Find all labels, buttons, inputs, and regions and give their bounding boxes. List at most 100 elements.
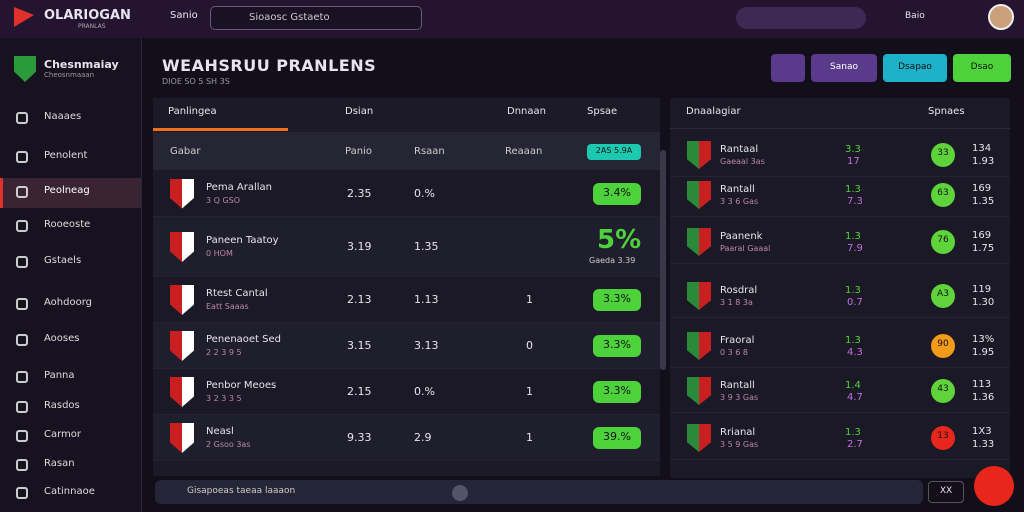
footer-search[interactable]: Gisapoeas taeaa laaaon <box>155 480 923 504</box>
side-row[interactable] <box>670 324 1010 368</box>
action-button[interactable]: Dsapao <box>883 54 947 82</box>
stat-r1: 169 <box>972 183 992 194</box>
team-sub: 3 Q GSO <box>206 195 241 205</box>
nav-icon <box>16 334 28 346</box>
team-name: Rantall <box>720 380 755 391</box>
side-title: Dnaalagiar <box>686 106 741 117</box>
nav-icon <box>16 298 28 310</box>
odds-b: 1.35 <box>414 240 439 253</box>
nav-icon <box>16 401 28 413</box>
stat-r2: 1.95 <box>972 347 995 358</box>
team-name: Penenaoet Sed <box>206 334 281 345</box>
side-row[interactable] <box>670 173 1010 217</box>
nav-item[interactable]: Naaaes <box>44 111 82 122</box>
table-row[interactable] <box>153 217 660 277</box>
tab[interactable]: Spsae <box>587 106 618 117</box>
percent-note: Gaeda 3.39 <box>589 256 636 265</box>
side-row[interactable] <box>670 220 1010 264</box>
nav-link[interactable]: Sanio <box>170 10 198 21</box>
odds-c: 1 <box>526 431 533 444</box>
percent-pill[interactable]: 3.3% <box>593 381 641 403</box>
odds-c: 1 <box>526 293 533 306</box>
team-sub: 0 3 6 8 <box>720 348 748 357</box>
rating-badge: A3 <box>931 284 955 308</box>
nav-item[interactable]: Aohdoorg <box>44 297 92 308</box>
footer-knob <box>452 485 468 501</box>
percent-pill[interactable]: 39.% <box>593 427 641 449</box>
tab[interactable]: Dnnaan <box>507 106 546 117</box>
column-header: Reaaan <box>505 146 543 157</box>
side-header-line <box>670 128 1010 129</box>
nav-item[interactable]: Penolent <box>44 150 88 161</box>
odds-a: 3.19 <box>347 240 372 253</box>
side-row[interactable] <box>670 274 1010 318</box>
side-row[interactable] <box>670 369 1010 413</box>
stat-r1: 119 <box>972 284 992 295</box>
stat-r1: 169 <box>972 230 992 241</box>
user-label[interactable]: Baio <box>905 11 925 21</box>
tab-underline <box>153 128 288 131</box>
team-sub: 0 HOM <box>206 249 233 258</box>
action-button[interactable]: Sanao <box>811 54 877 82</box>
odds-a: 2.35 <box>347 186 372 200</box>
odds-b: 0.% <box>414 385 435 398</box>
nav-item[interactable]: Rooeoste <box>44 219 91 230</box>
team-sub: Eatt Saaas <box>206 302 249 311</box>
column-header: Panio <box>345 146 372 157</box>
side-filter[interactable]: Spnaes <box>928 106 965 117</box>
percent-pill[interactable]: 3.4% <box>593 182 641 205</box>
nav-icon <box>16 371 28 383</box>
odds-a: 2.13 <box>347 293 372 306</box>
icon-button[interactable] <box>771 54 805 82</box>
table-row[interactable] <box>153 323 660 369</box>
action-button[interactable]: Dsao <box>953 54 1011 82</box>
stat-green: 1.3 <box>845 427 861 438</box>
stat-purple: 4.7 <box>847 392 863 403</box>
team-sub: 2 Gsoo 3as <box>206 440 251 449</box>
stat-r2: 1.33 <box>972 439 995 450</box>
search-box[interactable] <box>736 7 866 29</box>
team-sub: 2 2 3 9 5 <box>206 348 242 357</box>
table-row[interactable] <box>153 170 660 217</box>
search[interactable]: Sioaosc Gstaeto <box>210 6 422 30</box>
team-sub: 3 2 3 3 5 <box>206 394 242 403</box>
fab[interactable] <box>974 466 1014 506</box>
table-row[interactable] <box>153 277 660 323</box>
stat-green: 1.3 <box>845 285 861 296</box>
side-row[interactable] <box>670 416 1010 460</box>
team-sub: Gaeaal 3as <box>720 157 765 166</box>
tab[interactable]: Panlingea <box>168 106 217 117</box>
rating-badge: 33 <box>931 143 955 167</box>
stat-r2: 1.35 <box>972 196 995 207</box>
nav-item[interactable]: Gstaels <box>44 255 82 266</box>
table-row[interactable] <box>153 369 660 415</box>
team-sub: Paaral Gaaal <box>720 244 771 253</box>
page-title: WEAHSRUU PRANLENS <box>162 56 377 75</box>
nav-item[interactable]: Rasdos <box>44 400 80 411</box>
nav-item[interactable]: Panna <box>44 370 75 381</box>
nav-item[interactable]: Catinnaoe <box>44 486 95 497</box>
nav-item[interactable]: Aooses <box>44 333 80 344</box>
footer-button[interactable]: XX <box>928 481 964 503</box>
team-name: Rrianal <box>720 427 756 438</box>
nav-item[interactable]: Carmor <box>44 429 82 440</box>
percent-pill[interactable]: 3.3% <box>593 289 641 311</box>
odds-a: 9.33 <box>347 431 372 444</box>
team-sub: 3 5 9 Gas <box>720 440 759 449</box>
percent-pill[interactable]: 3.3% <box>593 335 641 357</box>
table-row[interactable] <box>153 415 660 461</box>
side-row[interactable] <box>670 133 1010 177</box>
stat-green: 1.4 <box>845 380 861 391</box>
tab[interactable]: Dsian <box>345 106 374 117</box>
rating-badge: 13 <box>931 426 955 450</box>
avatar[interactable] <box>988 4 1014 30</box>
odds-b: 3.13 <box>414 339 439 352</box>
rating-badge: 90 <box>931 334 955 358</box>
stat-r2: 1.30 <box>972 297 995 308</box>
odds-a: 2.15 <box>347 385 372 398</box>
stat-r1: 113 <box>972 379 992 390</box>
nav-item[interactable]: Rasan <box>44 458 75 469</box>
nav-item[interactable]: Peolneag <box>44 185 90 196</box>
team-name: Penbor Meoes <box>206 380 277 391</box>
